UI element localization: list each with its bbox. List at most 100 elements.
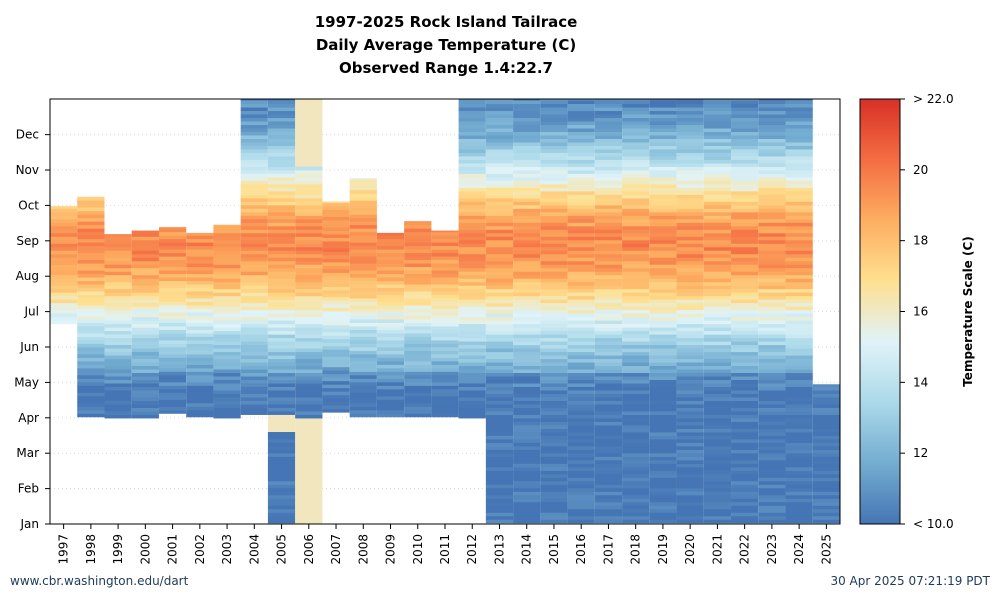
heatmap-cell [376, 312, 405, 316]
heatmap-cell [349, 413, 377, 418]
heatmap-cell [186, 249, 214, 254]
heatmap-cell [731, 246, 759, 251]
heatmap-cell [703, 445, 732, 450]
heatmap-cell [131, 362, 159, 367]
heatmap-cell [676, 323, 704, 328]
heatmap-cell [295, 257, 323, 262]
heatmap-cell [431, 413, 459, 418]
heatmap-cell [594, 128, 623, 132]
heatmap-cell [240, 309, 268, 314]
heatmap-cell [703, 260, 732, 265]
heatmap-cell [594, 369, 623, 374]
heatmap-cell [295, 309, 323, 314]
heatmap-cell [649, 225, 677, 230]
heatmap-cell [322, 272, 350, 277]
heatmap-cell [213, 372, 241, 377]
heatmap-cell [158, 354, 187, 358]
heatmap-cell [404, 270, 432, 275]
heatmap-cell [322, 359, 350, 364]
heatmap-cell [676, 128, 704, 132]
heatmap-cell [295, 302, 323, 307]
heatmap-cell [703, 145, 732, 150]
heatmap-cell [458, 135, 486, 139]
heatmap-cell [513, 411, 541, 415]
heatmap-cell [485, 173, 514, 178]
footer-source-link[interactable]: www.cbr.washington.edu/dart [10, 574, 189, 588]
heatmap-cell [513, 208, 541, 213]
heatmap-cell [540, 473, 568, 478]
heatmap-cell [567, 376, 595, 381]
heatmap-cell [649, 439, 677, 443]
heatmap-cell [240, 323, 268, 328]
heatmap-cell [785, 484, 813, 489]
heatmap-cell [676, 491, 704, 496]
heatmap-cell [703, 508, 732, 513]
heatmap-cell [540, 201, 568, 206]
heatmap-cell [540, 327, 568, 332]
heatmap-cell [785, 313, 813, 318]
heatmap-cell [567, 439, 595, 443]
heatmap-cell [676, 204, 704, 209]
heatmap-cell [213, 393, 241, 398]
heatmap-cell [594, 456, 623, 461]
heatmap-cell [513, 253, 541, 258]
heatmap-cell [322, 366, 350, 371]
heatmap-cell [622, 156, 650, 160]
heatmap-cell [513, 184, 541, 188]
heatmap-cell [485, 418, 514, 422]
heatmap-cell [594, 484, 623, 489]
heatmap-cell [758, 292, 786, 297]
heatmap-cell [676, 239, 704, 244]
heatmap-cell [267, 128, 296, 132]
heatmap-cell [567, 383, 595, 387]
heatmap-cell [594, 452, 623, 457]
heatmap-cell [431, 242, 459, 247]
heatmap-cell [458, 376, 486, 381]
heatmap-cell [376, 315, 405, 320]
heatmap-cell [322, 289, 350, 294]
heatmap-cell [703, 288, 732, 293]
heatmap-cell [458, 107, 486, 112]
heatmap-cell [104, 302, 132, 307]
heatmap-cell [731, 271, 759, 276]
heatmap-cell [594, 243, 623, 248]
heatmap-cell [240, 358, 268, 363]
heatmap-cell [785, 166, 813, 171]
heatmap-cell [758, 425, 786, 429]
heatmap-cell [540, 306, 568, 311]
heatmap-cell [213, 316, 241, 321]
heatmap-cell [240, 285, 268, 290]
heatmap-cell [376, 364, 405, 369]
heatmap-cell [785, 299, 813, 304]
heatmap-cell [540, 243, 568, 248]
heatmap-cell [785, 425, 813, 429]
heatmap-cell [77, 203, 105, 208]
heatmap-cell [594, 211, 623, 216]
heatmap-cell [513, 365, 541, 370]
heatmap-cell [594, 121, 623, 126]
heatmap-cell [540, 330, 568, 335]
heatmap-cell [622, 320, 650, 325]
heatmap-cell [186, 232, 214, 236]
heatmap-cell [104, 348, 132, 353]
x-tick-label: 1998 [84, 534, 98, 565]
heatmap-cell [758, 131, 786, 136]
heatmap-cell [676, 170, 704, 174]
heatmap-cell [622, 351, 650, 356]
heatmap-cell [594, 351, 623, 356]
heatmap-cell [376, 277, 405, 282]
heatmap-cell [812, 414, 840, 419]
heatmap-cell [213, 243, 241, 248]
heatmap-cell [458, 197, 486, 202]
year-column-2017 [594, 99, 623, 524]
heatmap-cell [349, 385, 377, 390]
heatmap-cell [404, 333, 432, 337]
heatmap-cell [267, 232, 296, 237]
heatmap-cell [594, 470, 623, 475]
heatmap-cell [77, 284, 105, 289]
y-tick-label: Oct [18, 198, 39, 212]
heatmap-cell [594, 124, 623, 129]
heatmap-cell [213, 411, 241, 415]
heatmap-cell [158, 326, 187, 330]
heatmap-cell [785, 505, 813, 510]
